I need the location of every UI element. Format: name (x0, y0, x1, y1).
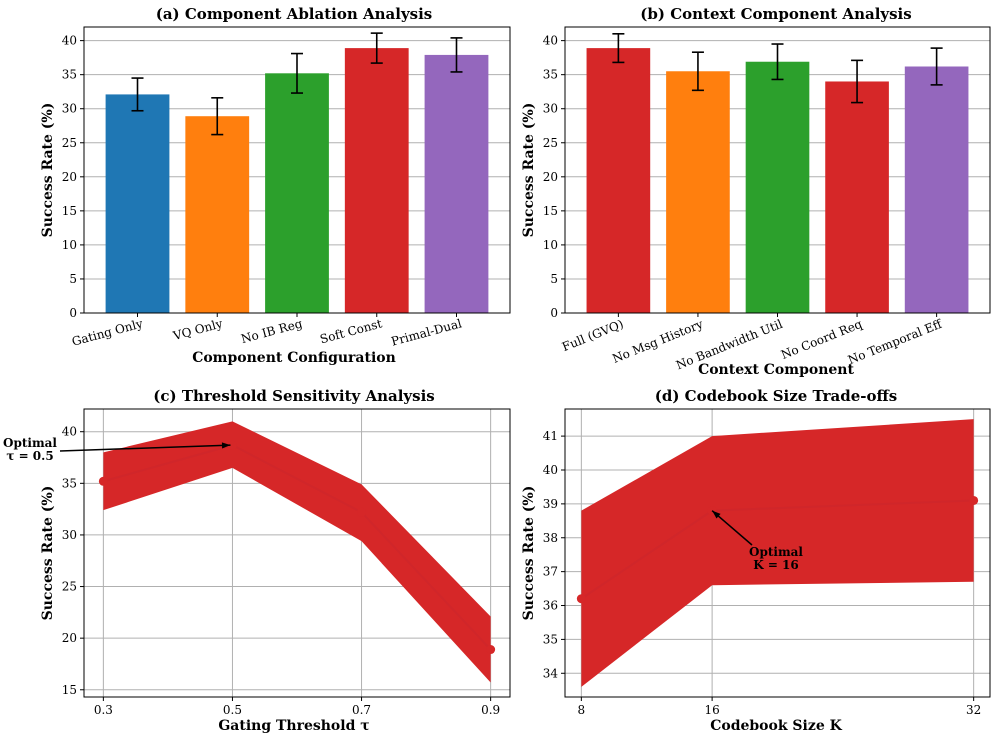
c-ytick-label: 25 (62, 580, 77, 594)
b-ytick-label: 5 (550, 272, 558, 286)
d-ytick-label: 41 (543, 429, 558, 443)
panel-b-title: (b) Context Component Analysis (640, 5, 911, 23)
d-point (576, 594, 586, 604)
panel-a-component-ablation: (a) Component Ablation Analysis 0 5 10 15 20… (40, 5, 511, 366)
c-point (98, 476, 108, 486)
a-bar (105, 94, 170, 314)
c-annotation-text: Optimal (3, 436, 57, 450)
a-xtick-label: Primal-Dual (390, 316, 464, 348)
panel-d-frame (564, 408, 991, 698)
c-series-line (103, 444, 492, 651)
b-ytick-label: 40 (543, 34, 558, 48)
a-xtick-label: No IB Reg (240, 316, 305, 346)
a-ytick-label: 40 (62, 34, 77, 48)
b-ytick-label: 20 (543, 170, 558, 184)
c-xtick-label: 0.9 (481, 703, 500, 717)
c-xtick-label: 0.7 (352, 703, 371, 717)
panel-a-ylabel: Success Rate (%) (40, 103, 56, 238)
a-ytick-label: 10 (62, 238, 77, 252)
b-ytick-label: 30 (543, 102, 558, 116)
c-point (486, 645, 496, 655)
a-ytick-label: 25 (62, 136, 77, 150)
panel-c-threshold-sensitivity: (c) Threshold Sensitivity Analysis 15 20 2… (3, 387, 511, 734)
panel-b-xlabel: Context Component (698, 362, 854, 378)
panel-d-title: (d) Codebook Size Trade-offs (655, 387, 898, 405)
a-ytick-label: 30 (62, 102, 77, 116)
c-annotation-arrowhead (221, 442, 231, 449)
panel-d-ylabel: Success Rate (%) (521, 486, 537, 621)
b-ytick-label: 15 (543, 204, 558, 218)
d-ytick-label: 35 (543, 632, 558, 646)
c-annotation-text: τ = 0.5 (6, 449, 53, 463)
c-ytick-label: 15 (62, 683, 77, 697)
d-ytick-label: 40 (543, 463, 558, 477)
panel-b-context-component: (b) Context Component Analysis 0 5 10 15 20 2… (521, 5, 991, 378)
a-xtick-label: Soft Const (318, 316, 383, 346)
b-ytick-label: 10 (543, 238, 558, 252)
panel-c-title: (c) Threshold Sensitivity Analysis (153, 387, 434, 405)
panel-c-xlabel: Gating Threshold τ (218, 718, 369, 734)
a-ytick-label: 15 (62, 204, 77, 218)
panel-c-ylabel: Success Rate (%) (40, 486, 56, 621)
b-bar (666, 71, 730, 313)
b-bar (586, 48, 651, 313)
b-xtick-label: Full (GVQ) (560, 317, 626, 354)
a-ytick-label: 20 (62, 170, 77, 184)
panel-b-ylabel: Success Rate (%) (521, 103, 537, 238)
a-bar (344, 48, 409, 313)
b-ytick-label: 35 (543, 68, 558, 82)
d-annotation-text: K = 16 (753, 558, 799, 572)
d-annotation-arrowhead (712, 510, 721, 519)
a-bar (424, 54, 489, 314)
b-ytick-label: 25 (543, 136, 558, 150)
d-ytick-label: 39 (543, 497, 558, 511)
b-bar (904, 66, 969, 313)
d-xtick-label: 16 (704, 703, 719, 717)
panel-c-frame (83, 408, 511, 698)
d-ytick-label: 34 (543, 666, 559, 680)
c-ytick-label: 40 (62, 425, 77, 439)
d-xtick-label: 8 (578, 703, 586, 717)
c-annotation-arrow (59, 444, 231, 452)
a-ytick-label: 5 (69, 272, 77, 286)
a-bar (185, 116, 250, 313)
d-annotation-text: Optimal (749, 545, 803, 559)
d-ytick-label: 38 (543, 531, 558, 545)
d-annotation-arrow (711, 510, 753, 546)
panel-a-xlabel: Component Configuration (192, 350, 396, 366)
a-xtick-label: Gating Only (70, 316, 144, 348)
b-ytick-label: 0 (550, 306, 558, 320)
d-ytick-label: 36 (543, 599, 558, 613)
a-ytick-label: 35 (62, 68, 77, 82)
c-xtick-label: 0.3 (94, 703, 113, 717)
c-point (227, 440, 237, 450)
c-confidence-band (103, 421, 491, 683)
d-point (969, 495, 979, 505)
a-xtick-label: VQ Only (171, 316, 225, 343)
d-confidence-band (581, 419, 974, 687)
c-xtick-label: 0.5 (223, 703, 242, 717)
panel-d-xlabel: Codebook Size K (710, 718, 842, 734)
a-bar (265, 73, 329, 313)
b-bar (745, 61, 810, 313)
panel-d-codebook-size: (d) Codebook Size Trade-offs 34 35 36 37 38 3… (521, 387, 991, 734)
c-ytick-label: 30 (62, 528, 77, 542)
c-ytick-label: 20 (62, 631, 77, 645)
a-ytick-label: 0 (69, 306, 77, 320)
c-ytick-label: 35 (62, 476, 77, 490)
b-bar (825, 81, 889, 313)
panel-a-title: (a) Component Ablation Analysis (156, 5, 433, 23)
d-xtick-label: 32 (966, 703, 981, 717)
d-ytick-label: 37 (543, 565, 558, 579)
c-point (357, 507, 367, 517)
